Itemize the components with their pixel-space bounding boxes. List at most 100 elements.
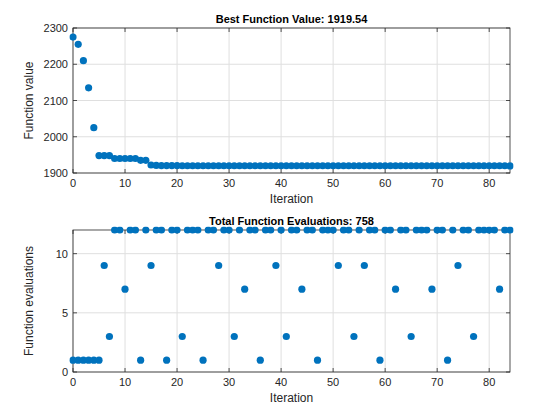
point (449, 226, 456, 233)
grid-line (177, 230, 178, 372)
tick (385, 368, 386, 372)
tick (506, 173, 510, 174)
tick-label: 2300 (44, 22, 68, 34)
tick (73, 64, 77, 65)
tick-label: 5 (62, 307, 68, 319)
tick (506, 372, 510, 373)
point (506, 162, 513, 169)
tick (125, 28, 126, 32)
tick (281, 368, 282, 372)
point (236, 226, 243, 233)
point (101, 262, 108, 269)
grid-line (489, 230, 490, 372)
axes-frame (73, 230, 510, 372)
tick (125, 169, 126, 173)
tick (281, 28, 282, 32)
point (158, 226, 165, 233)
x-label: Iteration (270, 192, 313, 206)
tick (73, 28, 77, 29)
tick-label: 10 (119, 177, 131, 189)
point (231, 333, 238, 340)
tick (489, 169, 490, 173)
y-label: Function evaluations (22, 246, 36, 356)
point (345, 226, 352, 233)
tick (125, 230, 126, 234)
point (293, 226, 300, 233)
tick-label: 0 (70, 177, 76, 189)
tick (73, 100, 77, 101)
tick (506, 100, 510, 101)
tick-label: 70 (431, 376, 443, 388)
point (444, 357, 451, 364)
grid-line (73, 100, 510, 101)
point (225, 226, 232, 233)
tick (177, 28, 178, 32)
point (272, 262, 279, 269)
point (408, 333, 415, 340)
tick (506, 136, 510, 137)
point (106, 333, 113, 340)
point (283, 333, 290, 340)
plot-area (73, 230, 510, 372)
point (194, 226, 201, 233)
tick-label: 40 (275, 177, 287, 189)
tick-label: 80 (483, 177, 495, 189)
point (387, 226, 394, 233)
tick-label: 80 (483, 376, 495, 388)
point (423, 226, 430, 233)
point (506, 226, 513, 233)
tick (281, 169, 282, 173)
point (173, 226, 180, 233)
point (142, 226, 149, 233)
tick-label: 70 (431, 177, 443, 189)
tick-label: 2200 (44, 58, 68, 70)
points (69, 33, 513, 169)
point (309, 226, 316, 233)
point (371, 226, 378, 233)
tick (506, 64, 510, 65)
grid-line (73, 64, 510, 65)
point (335, 262, 342, 269)
point (137, 357, 144, 364)
grid-line (281, 230, 282, 372)
tick (73, 169, 74, 173)
point (199, 357, 206, 364)
point (470, 333, 477, 340)
tick (73, 136, 77, 137)
tick (489, 28, 490, 32)
tick-label: 1900 (44, 167, 68, 179)
point (267, 226, 274, 233)
tick (437, 28, 438, 32)
grid-line (73, 253, 510, 254)
point (491, 226, 498, 233)
tick-label: 2000 (44, 131, 68, 143)
tick (177, 169, 178, 173)
axes: 0102030405060708019002000210022002300Bes… (22, 13, 514, 206)
tick-label: 10 (56, 248, 68, 260)
plot-area (73, 28, 510, 173)
tick (437, 169, 438, 173)
point (121, 286, 128, 293)
tick (73, 253, 77, 254)
point (69, 33, 76, 40)
tick (333, 169, 334, 173)
point (179, 333, 186, 340)
tick-label: 0 (62, 366, 68, 378)
point (496, 286, 503, 293)
point (210, 226, 217, 233)
axes: 010203040506070800510Total Function Eval… (22, 215, 514, 405)
point (454, 262, 461, 269)
y-label: Function value (22, 61, 36, 139)
tick (385, 28, 386, 32)
tick (506, 312, 510, 313)
grid-line (125, 230, 126, 372)
point (95, 357, 102, 364)
point (298, 286, 305, 293)
tick-label: 30 (223, 177, 235, 189)
tick-label: 20 (171, 177, 183, 189)
tick-label: 20 (171, 376, 183, 388)
tick (333, 28, 334, 32)
point (314, 357, 321, 364)
tick (73, 368, 74, 372)
title: Best Function Value: 1919.54 (216, 13, 368, 25)
